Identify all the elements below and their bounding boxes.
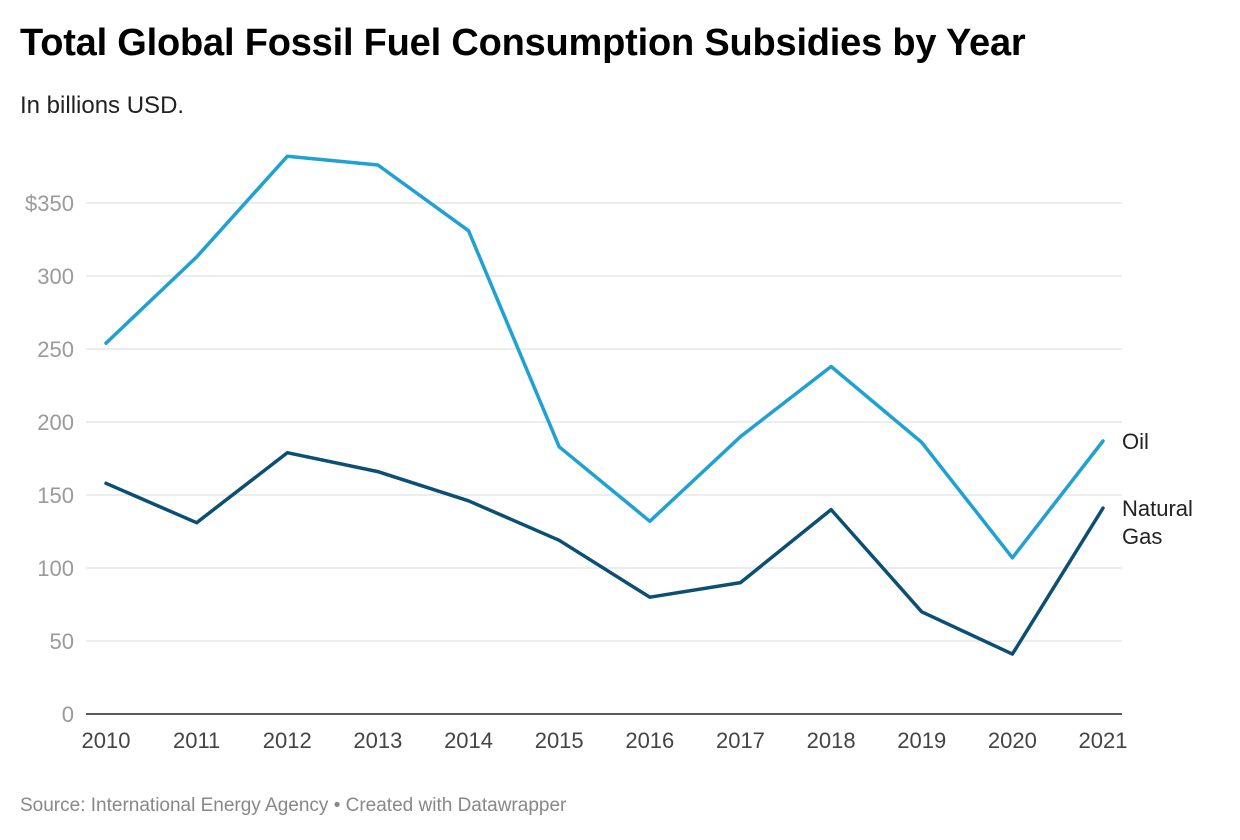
x-axis-ticks: 2010 2011 2012 2013 2014 2015 2016 2017 2018 2019…	[82, 728, 1128, 753]
x-tick-label: 2017	[716, 728, 765, 753]
series-lines	[104, 154, 1105, 656]
y-tick-label: 50	[50, 629, 74, 654]
y-tick-label: 0	[62, 702, 74, 727]
series-label: Gas	[1122, 524, 1162, 549]
x-tick-label: 2015	[535, 728, 584, 753]
y-tick-label: 150	[37, 483, 74, 508]
x-tick-label: 2011	[173, 728, 220, 753]
y-tick-label: 250	[37, 337, 74, 362]
y-axis-ticks: 0 50 100 150 200 250 300 $350	[25, 191, 74, 727]
x-tick-label: 2012	[263, 728, 312, 753]
series-label: Oil	[1122, 429, 1149, 454]
x-tick-label: 2010	[82, 728, 131, 753]
x-tick-label: 2014	[444, 728, 493, 753]
series-label: Natural	[1122, 496, 1193, 521]
series-labels: Oil Natural Gas	[1122, 429, 1193, 549]
y-tick-label: 100	[37, 556, 74, 581]
x-tick-label: 2019	[897, 728, 946, 753]
y-tick-label: 300	[37, 264, 74, 289]
x-tick-label: 2018	[807, 728, 856, 753]
chart-subtitle: In billions USD.	[20, 92, 185, 119]
y-tick-label: 200	[37, 410, 74, 435]
x-tick-label: 2020	[988, 728, 1037, 753]
chart-title: Total Global Fossil Fuel Consumption Sub…	[20, 22, 1026, 64]
source-footer: Source: International Energy Agency • Cr…	[20, 795, 567, 816]
series-line-oil	[104, 154, 1105, 560]
series-line-natural-gas	[104, 450, 1105, 656]
gridlines	[86, 202, 1122, 715]
x-tick-label: 2016	[625, 728, 674, 753]
y-tick-label: $350	[25, 191, 74, 216]
x-tick-label: 2021	[1079, 728, 1128, 753]
x-tick-label: 2013	[353, 728, 402, 753]
